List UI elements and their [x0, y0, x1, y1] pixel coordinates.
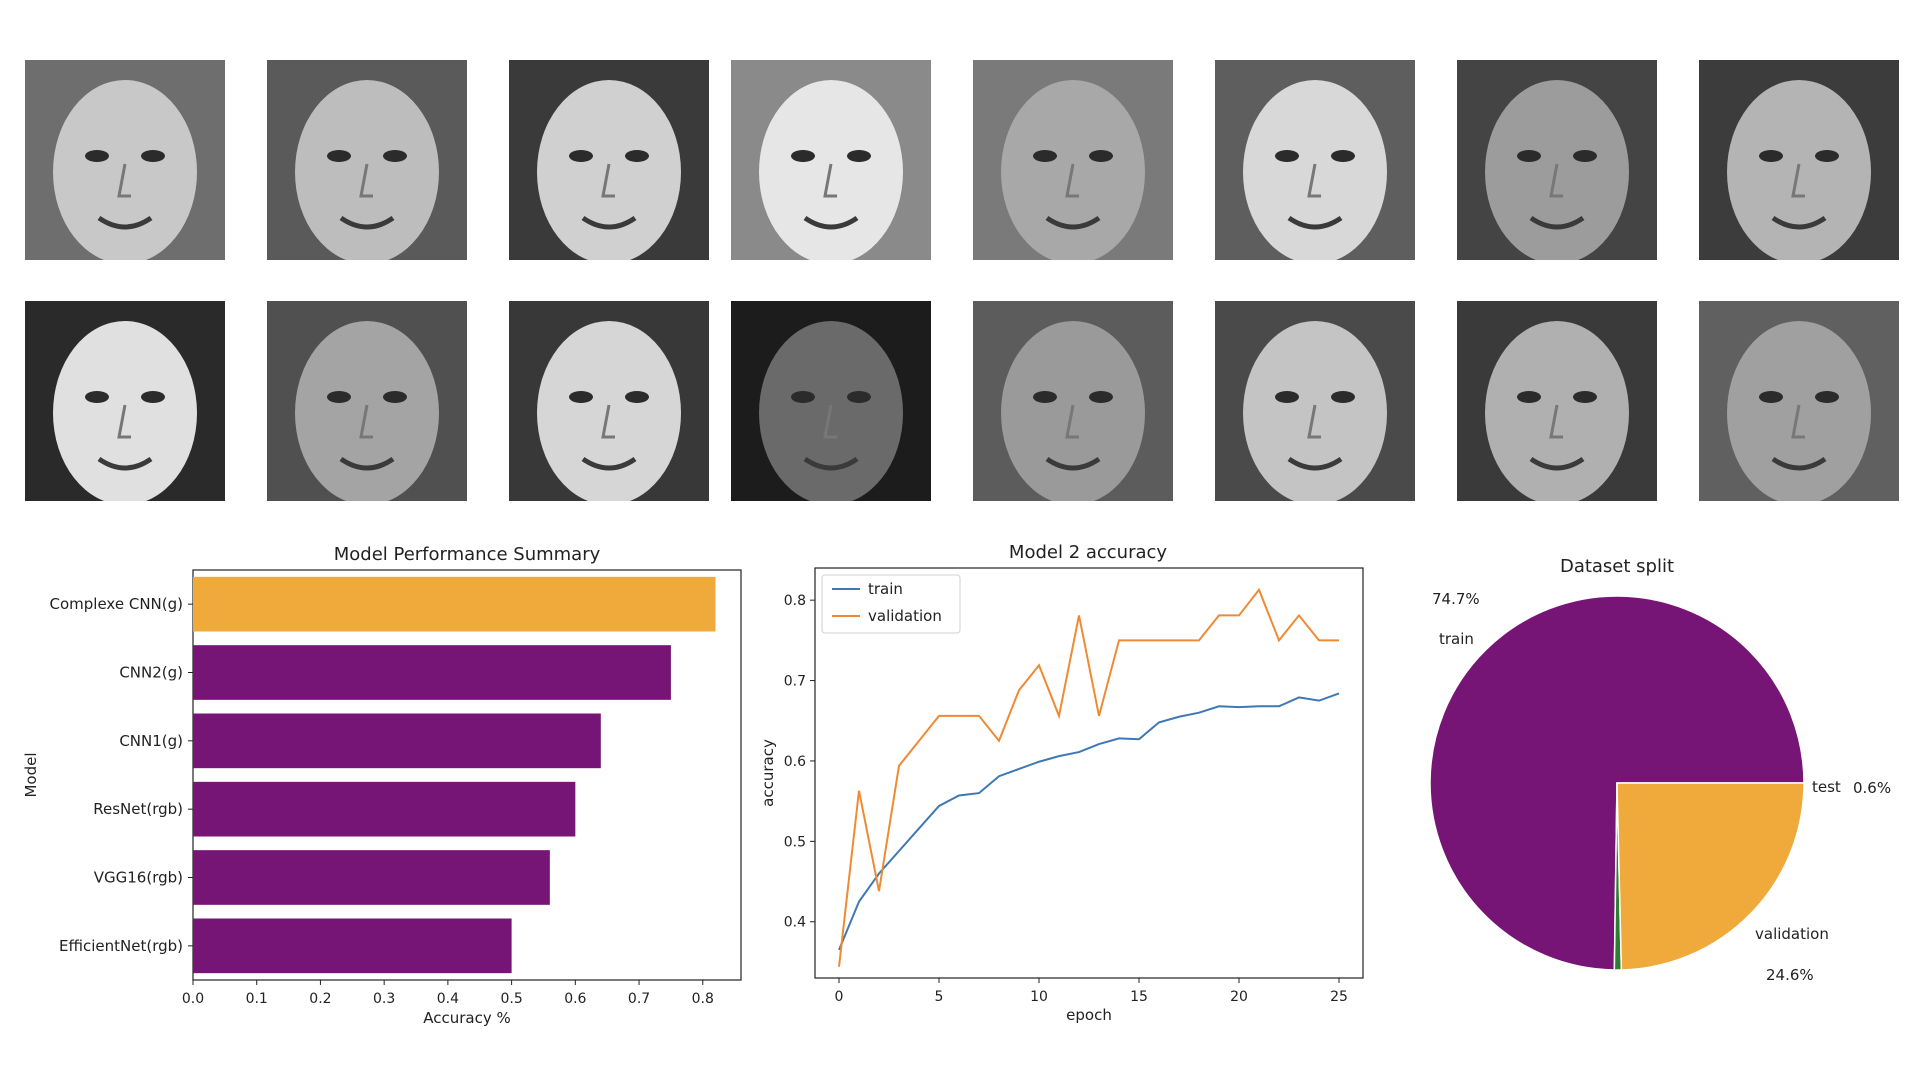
bar-xtick-label: 0.2	[309, 991, 331, 1007]
line-chart-legend: train validation	[821, 574, 961, 634]
face-4	[731, 60, 931, 260]
face-11	[509, 301, 709, 501]
face-image-grid	[0, 0, 1920, 520]
line-chart-title: Model 2 accuracy	[1009, 542, 1167, 563]
line-xtick-label: 15	[1130, 989, 1148, 1005]
line-ytick-label: 0.4	[784, 915, 806, 931]
line-chart-ylabel: accuracy	[759, 739, 777, 807]
bar-xtick-label: 0.5	[500, 991, 522, 1007]
legend-validation-label: validation	[868, 607, 942, 625]
line-xtick-label: 5	[935, 989, 944, 1005]
line-chart-xlabel: epoch	[1066, 1006, 1112, 1024]
face-16	[1699, 301, 1899, 501]
pie-chart-title: Dataset split	[1560, 556, 1674, 577]
face-7	[1457, 60, 1657, 260]
face-12	[731, 301, 931, 501]
line-ytick-label: 0.8	[784, 593, 806, 609]
series-line-train	[838, 692, 1340, 951]
line-chart-plot-area	[814, 567, 1364, 979]
model-accuracy-line-chart: Model 2 accuracy 0 5 10 15 20 25 0.4 0.5 0.6 0.7…	[759, 542, 1364, 1024]
bar-ytick-label: EfficientNet(rgb)	[59, 937, 183, 955]
bar-ytick-label: CNN1(g)	[119, 732, 183, 750]
pie-label-train: train	[1439, 630, 1474, 648]
line-ytick-label: 0.7	[784, 674, 806, 690]
bar-vgg16-rgb	[193, 850, 550, 905]
legend-train-label: train	[868, 580, 903, 598]
bar-resnet-rgb	[193, 781, 576, 837]
bar-ytick-label: Complexe CNN(g)	[50, 595, 183, 613]
face-3	[509, 60, 709, 260]
bar-xtick-label: 0.0	[182, 991, 204, 1007]
face-2	[267, 60, 467, 260]
model-performance-bar-chart: Model Performance Summary Complexe CNN(g…	[22, 544, 742, 1027]
line-ytick-label: 0.6	[784, 754, 806, 770]
bar-xtick-label: 0.1	[246, 991, 268, 1007]
pie-slice-validation	[1616, 782, 1805, 971]
series-line-validation	[838, 587, 1339, 967]
bar-chart-xlabel: Accuracy %	[423, 1009, 511, 1027]
line-xtick-label: 0	[835, 989, 844, 1005]
face-13	[973, 301, 1173, 501]
face-5	[973, 60, 1173, 260]
bar-xtick-label: 0.7	[628, 991, 650, 1007]
bar-ytick-label: CNN2(g)	[119, 664, 183, 682]
pie-pct-test: 0.6%	[1853, 779, 1891, 797]
pie-pct-validation: 24.6%	[1766, 966, 1814, 984]
face-15	[1457, 301, 1657, 501]
face-6	[1215, 60, 1415, 260]
line-xtick-label: 25	[1330, 989, 1348, 1005]
bar-efficientnet-rgb	[193, 918, 512, 974]
face-14	[1215, 301, 1415, 501]
pie-pct-train: 74.7%	[1432, 590, 1480, 608]
face-9	[25, 301, 225, 501]
line-xtick-label: 10	[1030, 989, 1048, 1005]
bar-cnn1-g	[193, 713, 601, 769]
bar-xtick-label: 0.3	[373, 991, 395, 1007]
pie-label-validation: validation	[1755, 925, 1829, 943]
bar-complexe-cnn-g	[193, 576, 716, 632]
bar-xtick-label: 0.4	[437, 991, 459, 1007]
bar-chart-title: Model Performance Summary	[334, 544, 601, 565]
bar-chart-ylabel: Model	[22, 752, 40, 797]
line-ytick-label: 0.5	[784, 834, 806, 850]
face-10	[267, 301, 467, 501]
bar-cnn2-g	[193, 645, 671, 700]
line-xtick-label: 20	[1230, 989, 1248, 1005]
dataset-split-pie-chart: Dataset split train 74.7% test 0.6% vali…	[1429, 556, 1891, 984]
bar-xtick-label: 0.6	[564, 991, 586, 1007]
bar-ytick-label: ResNet(rgb)	[93, 800, 183, 818]
bar-xtick-label: 0.8	[692, 991, 714, 1007]
pie-label-test: test	[1812, 778, 1841, 796]
face-8	[1699, 60, 1899, 260]
face-1	[25, 60, 225, 260]
bar-ytick-label: VGG16(rgb)	[94, 869, 183, 887]
bar-chart-plot-area	[192, 569, 742, 981]
